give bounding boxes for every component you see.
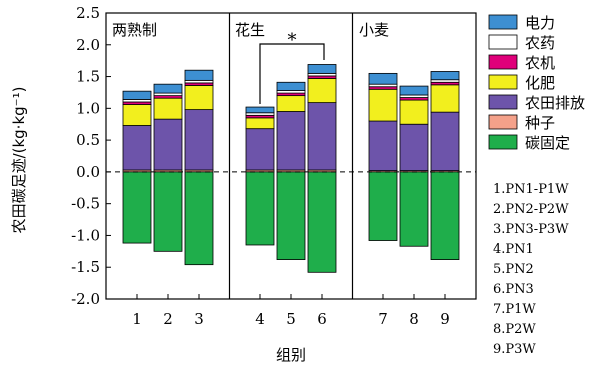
- bar-segment-4-1: [245, 128, 275, 171]
- bar-segment-5-6: [276, 171, 306, 260]
- bar-segment-2-6: [153, 171, 183, 252]
- group-legend-entry: 3.PN3-P3W: [493, 222, 569, 237]
- legend-label: 电力: [525, 14, 555, 32]
- y-tick-label: -1.5: [71, 258, 100, 276]
- group-legend-entry: 5.PN2: [493, 262, 534, 277]
- bar-segment-5-1: [276, 111, 306, 171]
- y-tick-label: -0.5: [71, 195, 100, 213]
- y-tick-label: 0.5: [76, 131, 100, 149]
- y-tick-label: -2.0: [71, 290, 100, 308]
- y-tick-label: 1.5: [76, 68, 100, 86]
- bar-segment-8-2: [399, 99, 429, 125]
- bar-segment-8-1: [399, 123, 429, 172]
- legend-swatch: [488, 34, 518, 50]
- significance-bracket: [259, 43, 325, 104]
- bar-segment-7-1: [368, 120, 398, 172]
- panel-label-double-crop: 两熟制: [112, 21, 157, 39]
- y-tick-label: 2.5: [76, 4, 100, 22]
- bar-segment-9-5: [430, 71, 460, 81]
- legend-swatch: [488, 14, 518, 30]
- x-tick-label: 7: [378, 310, 388, 328]
- legend-swatch: [488, 114, 518, 130]
- y-tick-label: 1.0: [76, 99, 100, 117]
- bar-segment-4-5: [245, 106, 275, 114]
- legend-label: 碳固定: [525, 134, 570, 152]
- bar-segment-1-6: [122, 171, 152, 244]
- bar-segment-7-2: [368, 88, 398, 122]
- bar-segment-1-2: [122, 104, 152, 126]
- bar-segment-6-1: [307, 102, 337, 171]
- x-axis-title: 组别: [276, 346, 306, 364]
- group-legend-entry: 7.P1W: [493, 302, 536, 317]
- group-legend-entry: 1.PN1-P1W: [493, 182, 569, 197]
- group-legend-entry: 6.PN3: [493, 282, 534, 297]
- significance-marker: *: [288, 30, 297, 51]
- panel-label-peanut: 花生: [235, 21, 265, 39]
- x-tick-label: 5: [286, 310, 296, 328]
- bar-segment-6-6: [307, 171, 337, 273]
- y-axis-title: 农田碳足迹/(kg·kg⁻¹): [10, 87, 28, 234]
- significance-annotation: *: [259, 30, 325, 104]
- bar-segment-3-6: [184, 171, 214, 266]
- legend-label: 农药: [525, 34, 555, 52]
- legend-label: 农田排放: [525, 94, 585, 112]
- bar-segment-2-2: [153, 97, 183, 120]
- y-tick-label: 2.0: [76, 36, 100, 54]
- bar-segment-4-6: [245, 171, 275, 246]
- bar-segment-6-5: [307, 64, 337, 74]
- bar-segment-3-5: [184, 69, 214, 81]
- x-tick-label: 2: [163, 310, 173, 328]
- bar-segment-2-1: [153, 118, 183, 171]
- bar-segment-4-2: [245, 117, 275, 130]
- bar-segment-8-6: [399, 171, 429, 247]
- legend-swatch: [488, 134, 518, 150]
- legend-swatch: [488, 74, 518, 90]
- panel-label-wheat: 小麦: [359, 21, 389, 39]
- bar-segment-8-5: [399, 85, 429, 96]
- bar-segment-1-1: [122, 125, 152, 171]
- bar-segment-9-2: [430, 84, 460, 113]
- y-tick-label: -1.0: [71, 226, 100, 244]
- bar-segment-3-2: [184, 85, 214, 111]
- group-legend-entry: 9.P3W: [493, 342, 536, 357]
- x-tick-label: 8: [409, 310, 419, 328]
- bar-segment-5-2: [276, 95, 306, 112]
- legend-label: 化肥: [525, 74, 555, 92]
- group-legend: 1.PN1-P1W 2.PN2-P2W 3.PN3-P3W 4.PN1 5.PN2 6.P…: [493, 182, 569, 357]
- bar-segment-9-6: [430, 171, 460, 260]
- bars-layer: [122, 64, 460, 273]
- legend-label: 农机: [525, 54, 555, 72]
- bar-segment-6-2: [307, 78, 337, 104]
- legend-swatch: [488, 94, 518, 110]
- bar-segment-2-5: [153, 83, 183, 94]
- group-legend-entry: 8.P2W: [493, 322, 536, 337]
- bar-segment-5-5: [276, 81, 306, 91]
- bar-segment-3-1: [184, 109, 214, 171]
- x-tick-label: 6: [317, 310, 327, 328]
- bar-segment-7-6: [368, 171, 398, 241]
- y-tick-label: 0.0: [76, 163, 100, 181]
- ticks-layer: -2.0 -1.5 -1.0 -0.5 0.0 0.5 1.0 1.5 2.0 2.5 1 2 3 4 5 6…: [71, 4, 450, 328]
- x-tick-label: 1: [132, 310, 142, 328]
- group-legend-entry: 4.PN1: [493, 242, 534, 257]
- legend-swatch: [488, 54, 518, 70]
- bar-segment-9-1: [430, 111, 460, 172]
- x-tick-label: 3: [194, 310, 204, 328]
- x-tick-label: 4: [255, 310, 265, 328]
- group-legend-entry: 2.PN2-P2W: [493, 202, 569, 217]
- x-tick-label: 9: [440, 310, 450, 328]
- legend-label: 种子: [525, 114, 555, 132]
- bar-segment-7-5: [368, 72, 398, 85]
- bar-segment-1-5: [122, 90, 152, 100]
- panel-labels: 两熟制 花生 小麦: [112, 21, 389, 39]
